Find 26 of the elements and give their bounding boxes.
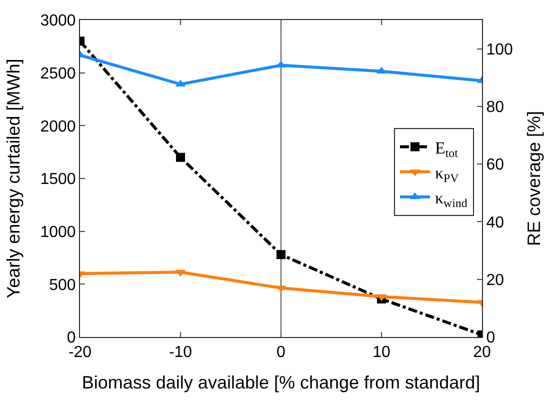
y2-tick-label: 80 — [486, 99, 504, 116]
y2-tick-label: 0 — [486, 330, 496, 347]
point — [176, 152, 185, 162]
x-tick-label: -20 — [68, 344, 92, 362]
y-tick-label: 0 — [66, 330, 76, 347]
y-axis-title: Yearly energy curtailed [MWh] — [3, 58, 24, 298]
point — [276, 250, 286, 260]
y-tick-label: 3000 — [40, 12, 76, 30]
y2-tick-label: 20 — [486, 272, 504, 289]
legend-label: κ$_{PV}$ — [434, 163, 460, 186]
y-tick-label: 500 — [49, 276, 76, 294]
legend-label: E$_{tot}$ — [434, 138, 459, 160]
x-axis-title: Biomass daily available [% change from standard] — [82, 372, 480, 392]
x-tick-label: -10 — [168, 344, 192, 362]
y-tick-label: 2000 — [40, 118, 76, 136]
y2-tick-label: 100 — [486, 41, 513, 58]
x-tick-label: 20 — [473, 344, 491, 362]
y2-tick-label: 40 — [486, 214, 504, 232]
legend-label: κ$_{wind}$ — [434, 188, 468, 210]
y-tick-label: 1500 — [40, 171, 76, 188]
y-tick-label: 2500 — [40, 65, 76, 82]
y2-axis-title: RE coverage [%] — [524, 110, 544, 246]
x-tick-label: 0 — [276, 344, 286, 362]
x-tick-label: 10 — [372, 344, 390, 362]
y2-tick-label: 60 — [486, 156, 504, 174]
y-tick-label: 1000 — [40, 224, 76, 241]
